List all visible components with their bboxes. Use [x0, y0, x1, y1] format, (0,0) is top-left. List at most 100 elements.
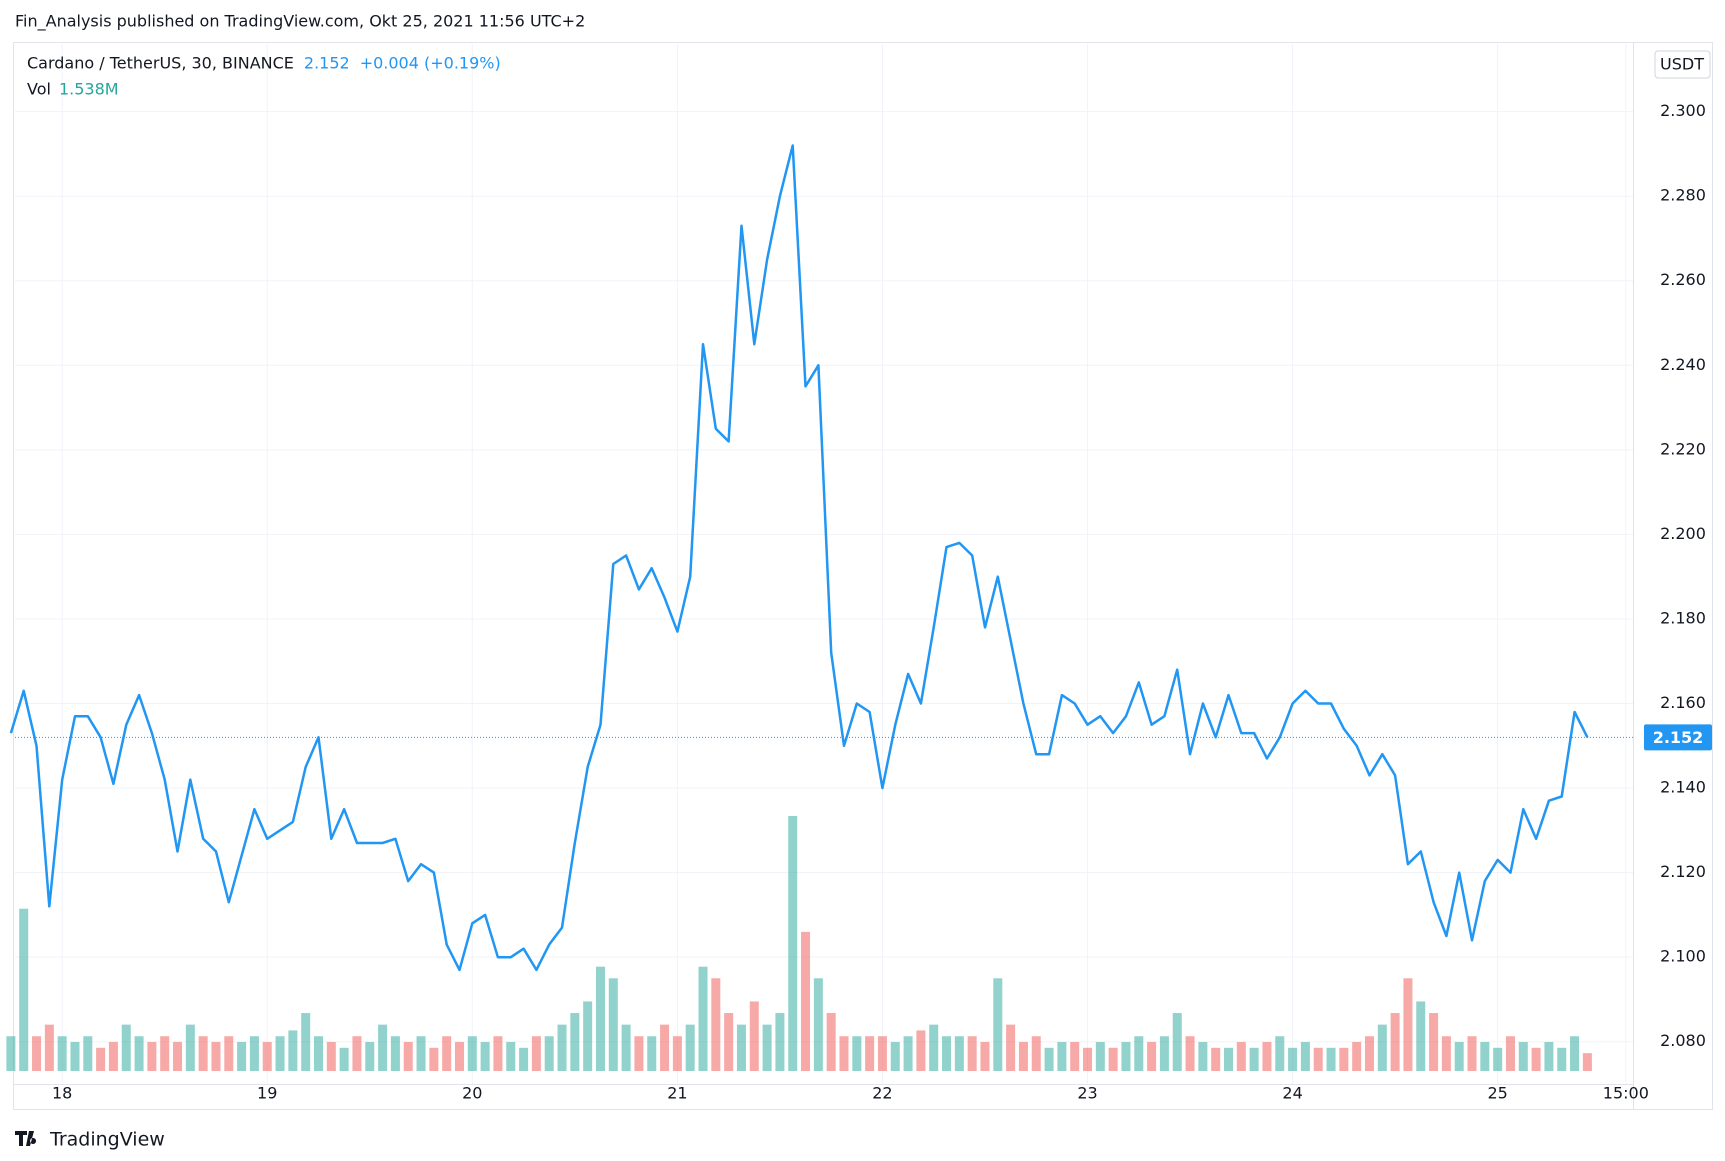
volume-bar — [454, 1042, 464, 1071]
volume-bar — [32, 1036, 42, 1071]
volume-bar — [954, 1036, 964, 1071]
volume-bar — [108, 1042, 118, 1071]
volume-bar — [378, 1024, 388, 1071]
currency-label[interactable]: USDT — [1660, 55, 1704, 74]
volume-bar — [211, 1042, 221, 1071]
volume-bar — [83, 1036, 93, 1071]
volume-bar — [1095, 1042, 1105, 1071]
volume-bar — [839, 1036, 849, 1071]
volume-bar — [660, 1024, 670, 1071]
volume-bar — [788, 816, 798, 1071]
volume-bar — [249, 1036, 259, 1071]
volume-bar — [557, 1024, 567, 1071]
volume-bar — [1288, 1047, 1298, 1071]
volume-bar — [96, 1047, 106, 1071]
volume-bar — [1467, 1036, 1477, 1071]
y-tick-label: 2.200 — [1660, 524, 1706, 543]
volume-bar — [749, 1001, 759, 1071]
volume-bar — [326, 1042, 336, 1071]
volume-bar — [1121, 1042, 1131, 1071]
y-tick-label: 2.220 — [1660, 439, 1706, 458]
y-tick-label: 2.280 — [1660, 186, 1706, 205]
y-tick-label: 2.180 — [1660, 608, 1706, 627]
volume-bar — [583, 1001, 593, 1071]
volume-bar — [147, 1042, 157, 1071]
volume-bar — [890, 1042, 900, 1071]
volume-bar — [1006, 1024, 1016, 1071]
legend-price: 2.152 — [304, 54, 350, 73]
volume-bar — [1275, 1036, 1285, 1071]
volume-bar — [365, 1042, 375, 1071]
volume-bar — [1018, 1042, 1028, 1071]
legend-symbol: Cardano / TetherUS, 30, BINANCE — [27, 54, 294, 73]
volume-bar — [1505, 1036, 1515, 1071]
y-tick-label: 2.240 — [1660, 355, 1706, 374]
volume-bar — [711, 978, 721, 1071]
volume-bar — [1582, 1053, 1592, 1071]
volume-bar — [1236, 1042, 1246, 1071]
volume-bar — [865, 1036, 875, 1071]
volume-bar — [903, 1036, 913, 1071]
volume-bar — [1185, 1036, 1195, 1071]
volume-bar — [916, 1030, 926, 1071]
logo-icon — [15, 1131, 37, 1146]
logo: TradingView — [15, 1129, 165, 1151]
legend-change: +0.004 (+0.19%) — [360, 54, 501, 73]
volume-bar — [1224, 1047, 1233, 1071]
y-tick-label: 2.100 — [1660, 947, 1706, 966]
y-tick-label: 2.080 — [1660, 1031, 1706, 1050]
volume-bar — [70, 1042, 80, 1071]
x-tick-label: 18 — [52, 1084, 72, 1103]
volume-bar — [493, 1036, 503, 1071]
volume-bar — [160, 1036, 170, 1071]
x-tick-label: 23 — [1077, 1084, 1097, 1103]
volume-bar — [1441, 1036, 1451, 1071]
currency-box[interactable] — [1654, 50, 1711, 79]
price-line — [9, 144, 1589, 972]
volume-bar — [531, 1036, 541, 1071]
volume-bar — [826, 1013, 836, 1071]
volume-bar — [621, 1024, 631, 1071]
chart-title: Fin_Analysis published on TradingView.co… — [15, 12, 585, 32]
volume-bar — [570, 1013, 580, 1071]
volume-bar — [314, 1036, 324, 1071]
volume-bar — [980, 1042, 990, 1071]
y-tick-label: 2.120 — [1660, 862, 1706, 881]
volume-bar — [1326, 1047, 1336, 1071]
volume-bar — [877, 1036, 887, 1071]
x-tick-label: 15:00 — [1603, 1084, 1649, 1103]
chart-frame — [13, 42, 1713, 1110]
volume-bar — [1070, 1042, 1080, 1071]
legend-volume-name: Vol — [27, 80, 51, 99]
volume-bar — [19, 908, 29, 1071]
volume-bar — [1518, 1042, 1528, 1071]
volume-bar — [1300, 1042, 1310, 1071]
volume-bar — [1570, 1036, 1580, 1071]
x-tick-label: 20 — [462, 1084, 482, 1103]
x-tick-label: 22 — [872, 1084, 892, 1103]
volume-bar — [1339, 1047, 1349, 1071]
logo-text: TradingView — [49, 1129, 165, 1151]
volume-bar — [403, 1042, 413, 1071]
y-tick-label: 2.140 — [1660, 778, 1706, 797]
last-price-label: 2.152 — [1653, 728, 1704, 747]
volume-bar — [1377, 1024, 1387, 1071]
volume-bar — [993, 978, 1003, 1071]
volume-bar — [1031, 1036, 1041, 1071]
volume-bar — [467, 1036, 477, 1071]
volume-bar — [929, 1024, 939, 1071]
volume-bar — [1159, 1036, 1169, 1071]
volume-bar — [1390, 1013, 1400, 1071]
volume-bar — [1364, 1036, 1374, 1071]
volume-bar — [1480, 1042, 1490, 1071]
volume-bar — [480, 1042, 490, 1071]
volume-bar — [1044, 1047, 1054, 1071]
x-tick-label: 24 — [1282, 1084, 1302, 1103]
volume-bar — [1057, 1042, 1067, 1071]
volume-bar — [852, 1036, 862, 1071]
y-tick-label: 2.160 — [1660, 693, 1706, 712]
volume-bar — [1083, 1047, 1093, 1071]
volume-bar — [1493, 1047, 1503, 1071]
volume-bar — [608, 978, 618, 1071]
volume-bar — [390, 1036, 400, 1071]
